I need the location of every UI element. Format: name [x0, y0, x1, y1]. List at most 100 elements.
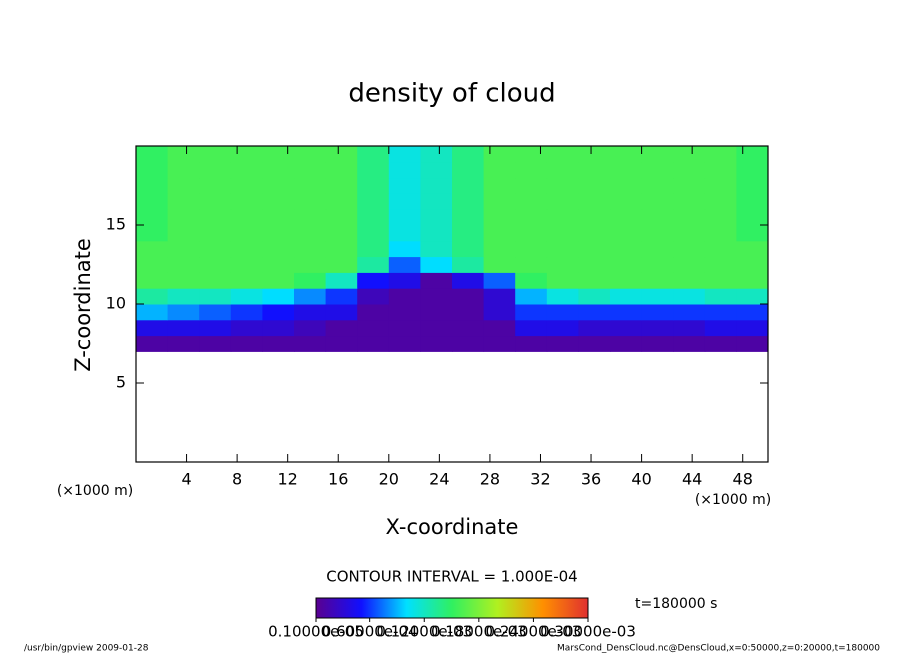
cell: [483, 209, 516, 226]
cell: [515, 256, 548, 273]
cell: [262, 161, 295, 179]
cell: [230, 177, 263, 194]
cell: [515, 335, 548, 352]
cell: [357, 272, 390, 289]
y-tick-label: 10: [106, 294, 126, 313]
cell: [262, 319, 295, 337]
cell: [483, 304, 516, 321]
cell: [673, 225, 706, 242]
cell: [230, 288, 263, 305]
cell: [167, 177, 200, 194]
cell: [704, 240, 737, 258]
cell: [704, 335, 737, 352]
footer-right: MarsCond_DensCloud.nc@DensCloud,x=0:5000…: [557, 644, 880, 654]
cell: [136, 146, 169, 163]
cell: [546, 319, 579, 337]
cell: [262, 256, 295, 273]
cell: [167, 256, 200, 273]
cell: [388, 288, 421, 305]
cell: [262, 304, 295, 321]
cell: [167, 209, 200, 226]
y-tick-label: 5: [116, 373, 126, 392]
cell: [673, 304, 706, 321]
cell: [325, 146, 358, 163]
cell: [483, 288, 516, 305]
cell: [357, 256, 390, 273]
cell: [357, 319, 390, 337]
cell: [610, 177, 643, 194]
cell: [515, 177, 548, 194]
time-label: t=180000 s: [635, 596, 717, 612]
cell: [578, 288, 611, 305]
cell: [294, 304, 327, 321]
cell: [136, 177, 169, 194]
cell: [420, 319, 453, 337]
cell: [673, 161, 706, 179]
x-tick-label: 12: [278, 470, 298, 489]
cell: [199, 288, 232, 305]
cell: [578, 319, 611, 337]
contour-interval: CONTOUR INTERVAL = 1.000E-04: [326, 568, 577, 586]
cell: [388, 225, 421, 242]
cell: [578, 193, 611, 210]
cell: [325, 288, 358, 305]
cell: [294, 335, 327, 352]
cell: [167, 335, 200, 352]
cell: [230, 304, 263, 321]
cell: [452, 335, 485, 352]
cell: [167, 161, 200, 179]
cell: [673, 209, 706, 226]
cell: [452, 256, 485, 273]
cell: [262, 193, 295, 210]
cell: [136, 209, 169, 226]
cell: [483, 240, 516, 258]
cell: [673, 146, 706, 163]
cell: [610, 288, 643, 305]
cell: [578, 256, 611, 273]
cell: [199, 240, 232, 258]
cell: [515, 272, 548, 289]
cell: [736, 161, 769, 179]
cell: [420, 161, 453, 179]
x-tick-label: 4: [181, 470, 191, 489]
cell: [262, 272, 295, 289]
cell: [641, 288, 674, 305]
cell: [515, 240, 548, 258]
cell: [610, 335, 643, 352]
cell: [641, 193, 674, 210]
cell: [546, 272, 579, 289]
cell: [704, 256, 737, 273]
cell: [357, 193, 390, 210]
cell: [641, 335, 674, 352]
cell: [262, 146, 295, 163]
cell: [736, 304, 769, 321]
cell: [546, 304, 579, 321]
cell: [578, 161, 611, 179]
cell: [357, 161, 390, 179]
cell: [704, 161, 737, 179]
cell: [704, 146, 737, 163]
cell: [546, 335, 579, 352]
cell: [452, 225, 485, 242]
x-tick-label: 28: [480, 470, 500, 489]
cell: [294, 146, 327, 163]
cell: [610, 225, 643, 242]
cell: [357, 146, 390, 163]
cell: [167, 272, 200, 289]
cell: [167, 193, 200, 210]
cell: [388, 240, 421, 258]
cell: [420, 209, 453, 226]
colorbar-tick-label: 0.24000e-03: [486, 623, 582, 641]
chart-title: density of cloud: [348, 79, 555, 109]
cell: [515, 225, 548, 242]
cell: [199, 304, 232, 321]
cell: [483, 256, 516, 273]
cell: [294, 209, 327, 226]
cell: [546, 225, 579, 242]
x-tick-label: 44: [682, 470, 702, 489]
cell: [610, 193, 643, 210]
cell: [704, 225, 737, 242]
cell: [357, 288, 390, 305]
cell: [641, 225, 674, 242]
